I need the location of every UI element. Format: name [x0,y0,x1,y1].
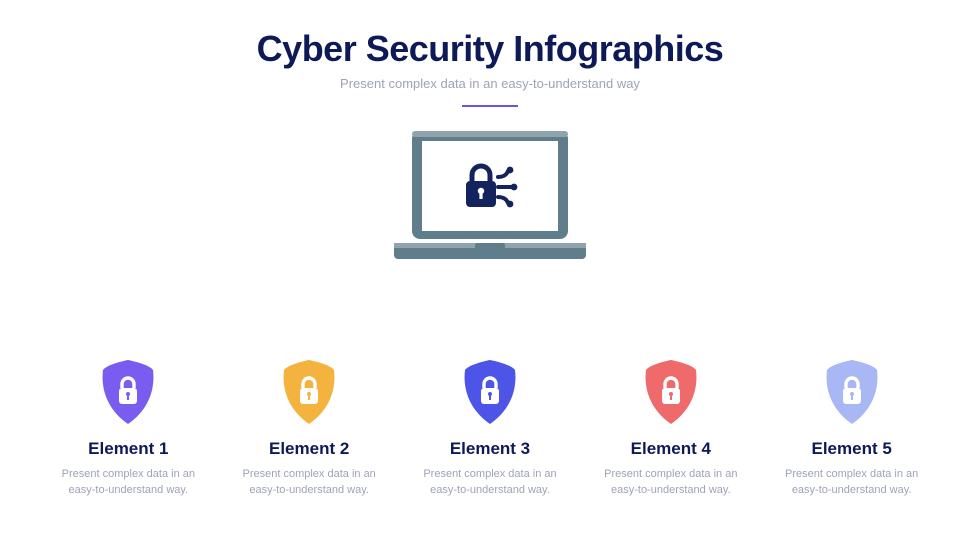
diagram-stage: Element 1 Present complex data in an eas… [0,107,980,527]
shield-icon [588,353,753,433]
element-desc: Present complex data in an easy-to-under… [588,467,753,499]
shield-icon [46,353,211,433]
element-1: Element 1 Present complex data in an eas… [46,353,211,499]
page-subtitle: Present complex data in an easy-to-under… [0,76,980,91]
element-3: Element 3 Present complex data in an eas… [407,353,572,499]
element-desc: Present complex data in an easy-to-under… [407,467,572,499]
laptop-graphic [390,125,590,280]
shield-icon [769,353,934,433]
element-4: Element 4 Present complex data in an eas… [588,353,753,499]
element-label: Element 3 [407,439,572,459]
element-2: Element 2 Present complex data in an eas… [227,353,392,499]
element-desc: Present complex data in an easy-to-under… [769,467,934,499]
element-desc: Present complex data in an easy-to-under… [46,467,211,499]
elements-row: Element 1 Present complex data in an eas… [0,353,980,499]
element-label: Element 4 [588,439,753,459]
shield-icon [407,353,572,433]
shield-icon [227,353,392,433]
element-label: Element 2 [227,439,392,459]
element-desc: Present complex data in an easy-to-under… [227,467,392,499]
laptop-icon [390,125,590,275]
page-title: Cyber Security Infographics [0,0,980,70]
element-5: Element 5 Present complex data in an eas… [769,353,934,499]
element-label: Element 1 [46,439,211,459]
element-label: Element 5 [769,439,934,459]
